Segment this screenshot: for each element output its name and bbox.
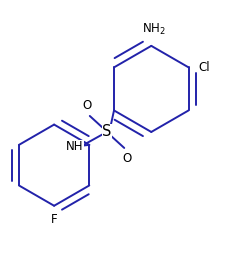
- Text: O: O: [122, 152, 131, 165]
- Text: Cl: Cl: [199, 61, 210, 74]
- Text: NH$_2$: NH$_2$: [142, 22, 166, 37]
- Text: F: F: [51, 213, 57, 226]
- Text: O: O: [83, 99, 92, 112]
- Text: S: S: [102, 125, 112, 139]
- Text: NH: NH: [66, 140, 84, 153]
